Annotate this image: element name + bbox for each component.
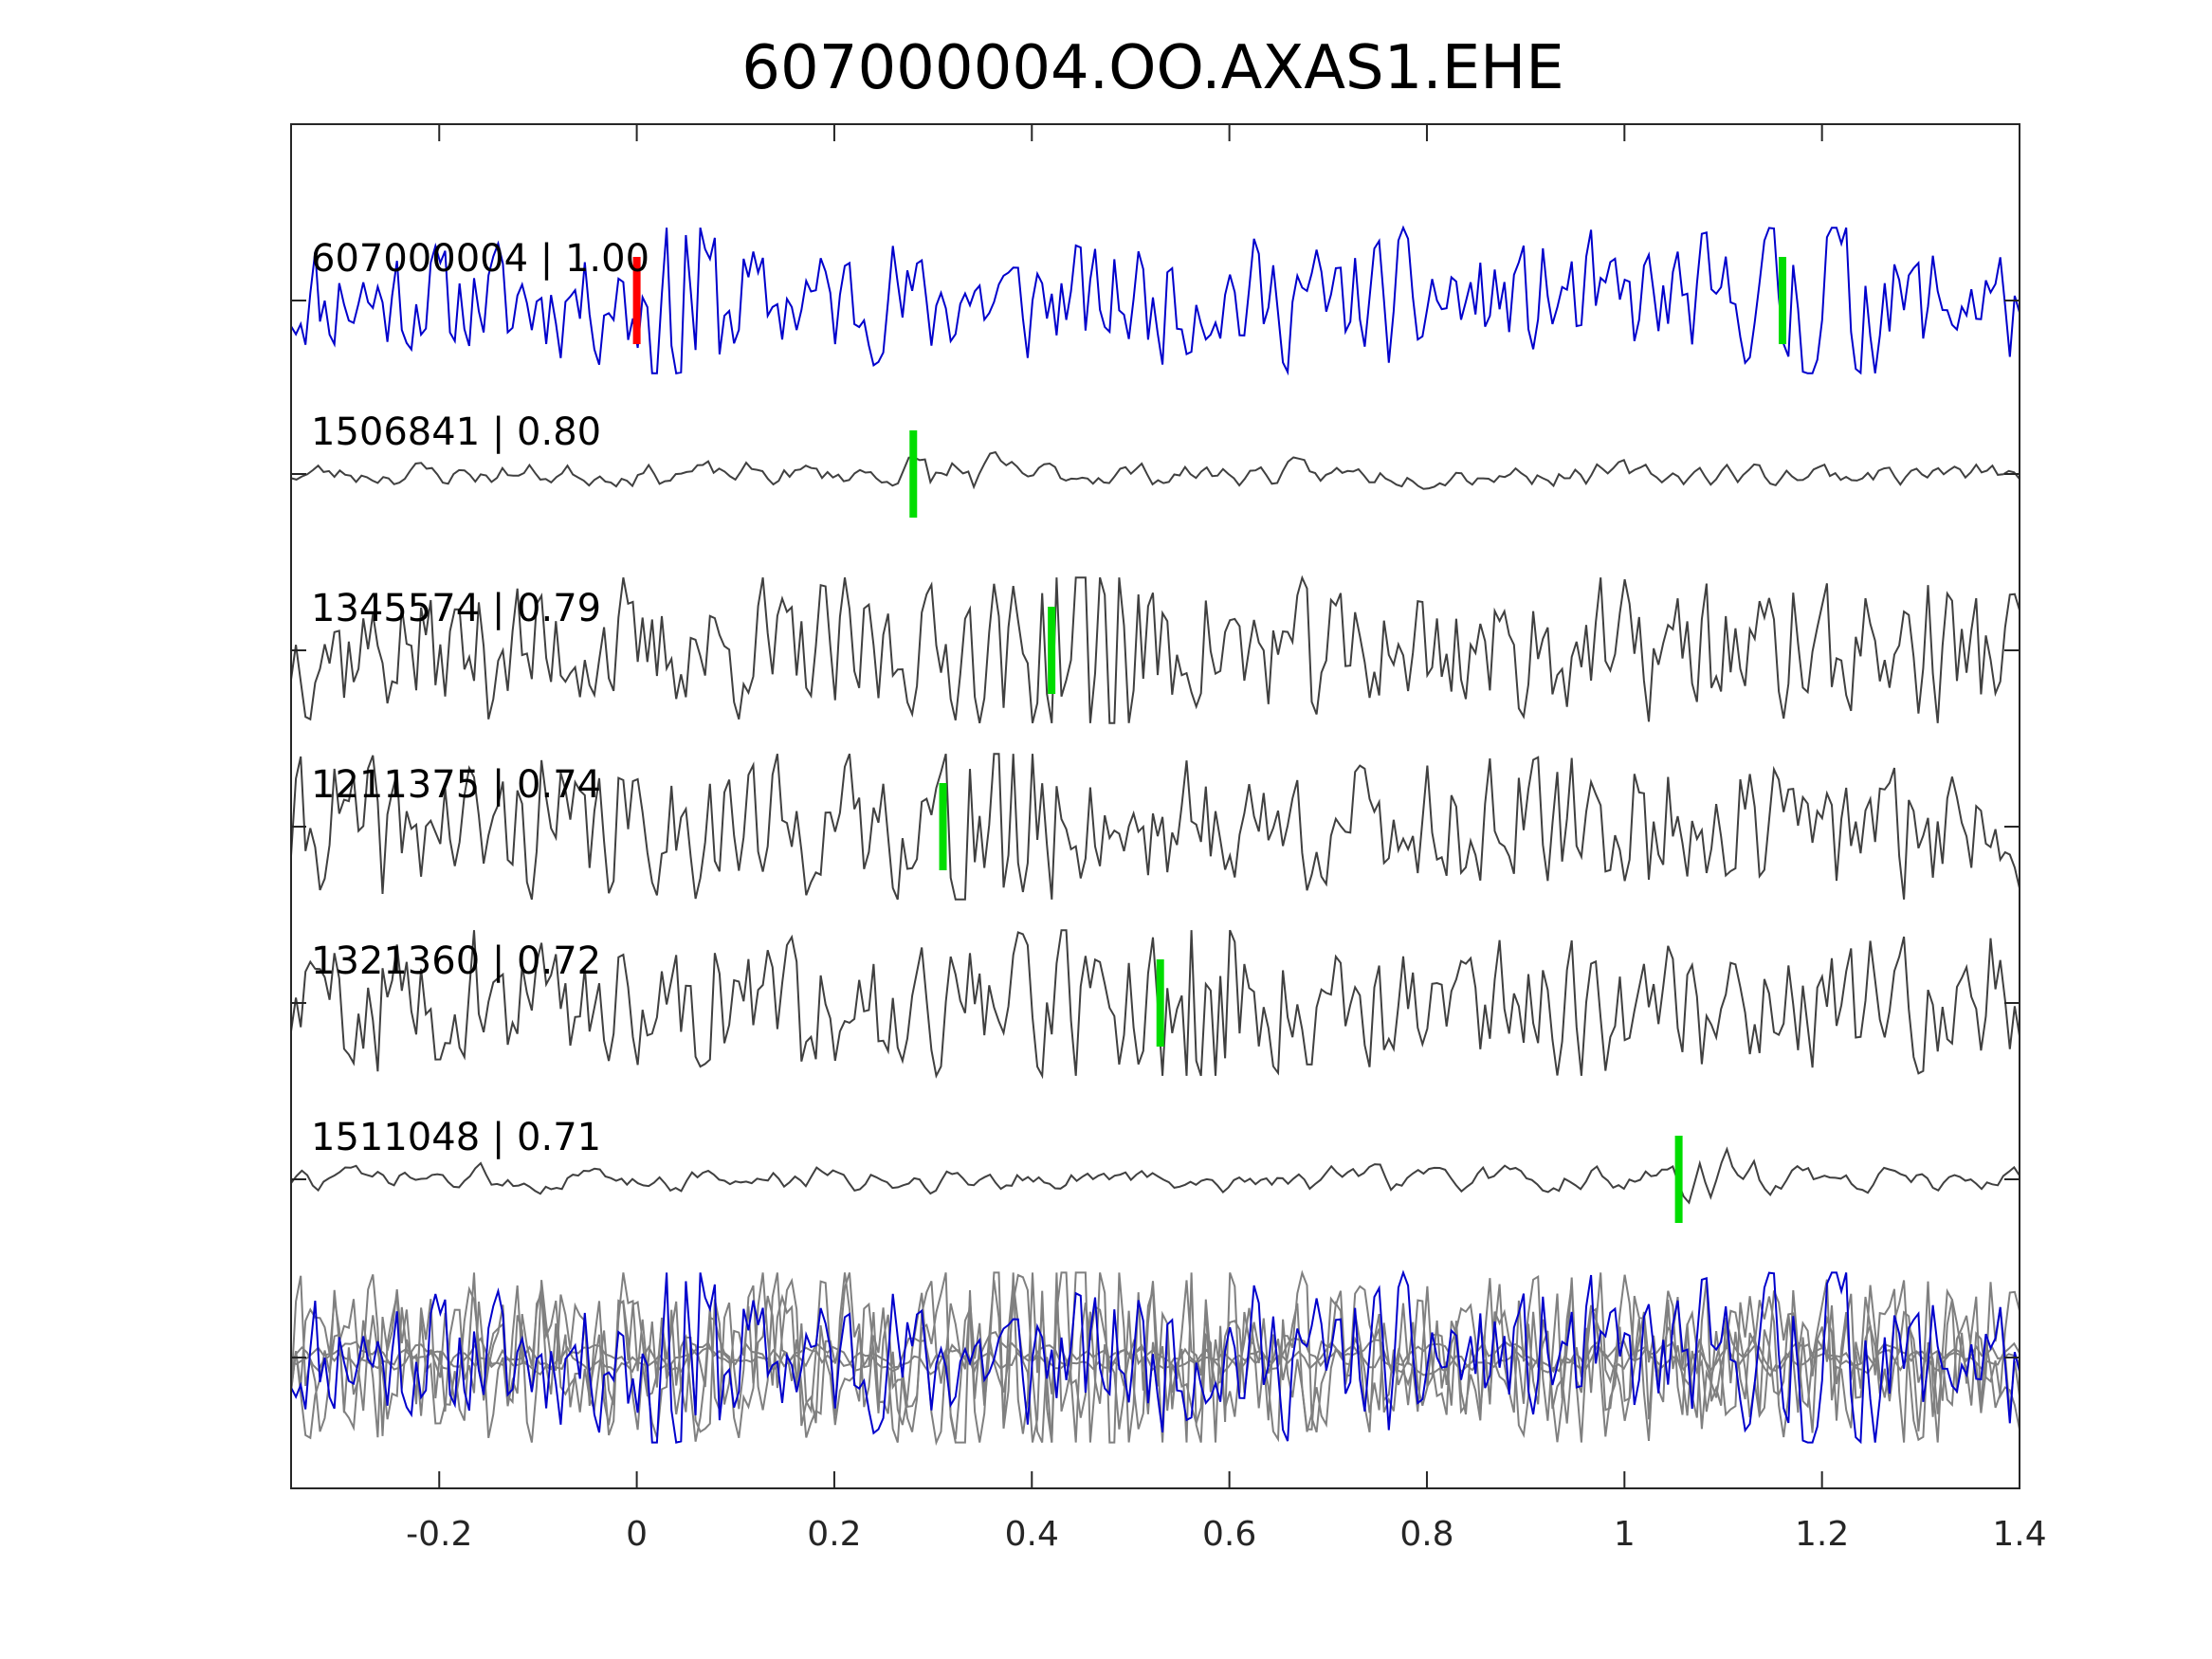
overlay-traces: [290, 1269, 2020, 1447]
plot-frame: [290, 123, 2020, 1489]
trace-label-4: 1211375 | 0.74: [311, 763, 601, 807]
pick-markers: [632, 257, 1786, 1223]
trace-labels: 607000004 | 1.00 1506841 | 0.80 1345574 | …: [311, 237, 649, 1159]
trace-line-6: [290, 1146, 2020, 1205]
x-tick-label-3: 0.2: [807, 1515, 861, 1554]
x-tick-label-4: 0.4: [1005, 1515, 1059, 1554]
overlay-trace-4: [290, 1271, 2020, 1444]
trace-line-5: [290, 929, 2020, 1080]
plot-area: [291, 124, 2020, 1488]
traces: [290, 225, 2020, 1205]
x-tick-label-2: 0: [626, 1515, 648, 1554]
x-tick-label-5: 0.6: [1202, 1515, 1256, 1554]
overlay-trace-6: [290, 1319, 2020, 1388]
trace-line-4: [290, 753, 2020, 901]
x-axis-ticks: -0.2 0 0.2 0.4 0.6 0.8 1 1.2 1.4: [291, 124, 2047, 1554]
x-tick-label-6: 0.8: [1399, 1515, 1453, 1554]
overlay-trace-template: [290, 1269, 2020, 1445]
overlay-trace-3: [290, 1269, 2020, 1444]
x-tick-label-9: 1.4: [1992, 1515, 2046, 1554]
trace-line-1: [290, 225, 2020, 376]
chart-title: 607000004.OO.AXAS1.EHE: [741, 33, 1563, 103]
trace-label-1: 607000004 | 1.00: [311, 237, 649, 281]
trace-label-2: 1506841 | 0.80: [311, 410, 601, 454]
trace-line-2: [290, 450, 2020, 490]
trace-label-3: 1345574 | 0.79: [311, 587, 601, 630]
x-tick-label-7: 1: [1614, 1515, 1636, 1554]
x-tick-label-8: 1.2: [1795, 1515, 1849, 1554]
x-tick-label-1: -0.2: [406, 1515, 472, 1554]
trace-line-3: [290, 574, 2020, 724]
trace-label-5: 1321360 | 0.72: [311, 939, 601, 983]
trace-label-6: 1511048 | 0.71: [311, 1116, 601, 1159]
